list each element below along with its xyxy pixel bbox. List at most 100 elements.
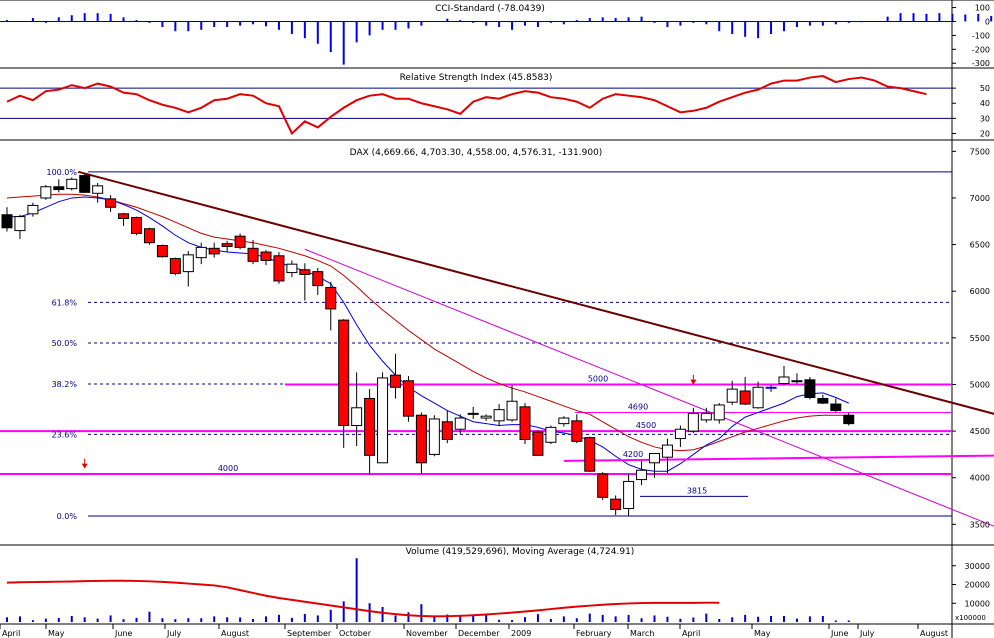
rsi-tick-label: 30 bbox=[980, 114, 990, 123]
x-axis-label: October bbox=[339, 629, 372, 638]
volume-title: Volume (419,529,696), Moving Average (4,… bbox=[406, 547, 635, 557]
x-axis-label: September bbox=[287, 629, 332, 638]
x-axis-label: February bbox=[576, 629, 612, 638]
x-axis-label: May bbox=[48, 629, 65, 638]
candle-body bbox=[415, 414, 427, 464]
volume-tick-label: 30000 bbox=[965, 562, 990, 571]
candle-body bbox=[377, 377, 389, 464]
candle-body bbox=[40, 186, 52, 199]
candle-body bbox=[27, 204, 39, 215]
cci-tick-label: 0 bbox=[985, 17, 990, 26]
trendline-level-4200 bbox=[563, 454, 994, 462]
candle-body bbox=[519, 406, 531, 440]
candle-body bbox=[843, 414, 855, 425]
fib-level-label: 38.2% bbox=[52, 380, 78, 389]
x-axis-label: April bbox=[2, 629, 20, 638]
candle-body bbox=[208, 247, 220, 255]
candle-body bbox=[14, 216, 26, 232]
candle-body bbox=[325, 286, 337, 310]
candle-body bbox=[623, 480, 635, 509]
candle-body bbox=[247, 247, 259, 262]
candle-body bbox=[441, 421, 453, 440]
price-level-label: 3815 bbox=[687, 486, 707, 495]
candle-body bbox=[1, 214, 13, 229]
fib-level-label: 50.0% bbox=[52, 339, 78, 348]
candle-body bbox=[234, 235, 246, 248]
candle-body bbox=[817, 397, 829, 404]
price-tick-label: 3500 bbox=[970, 520, 990, 529]
axis-layer: 100 0 -100 -200 -300 50 40 30 20 100.0% 61.8% 50.0%… bbox=[0, 4, 990, 638]
x-axis-label: July bbox=[166, 629, 182, 638]
candle-body bbox=[649, 452, 660, 464]
rsi-tick-label: 40 bbox=[980, 99, 990, 108]
candle-body bbox=[286, 263, 298, 274]
price-level-label: 4690 bbox=[628, 402, 648, 411]
price-tick-label: 7000 bbox=[970, 194, 990, 203]
candle-body bbox=[610, 498, 622, 510]
series-layer bbox=[1, 13, 994, 622]
candle-body bbox=[597, 473, 609, 498]
fib-level-label: 23.6% bbox=[52, 430, 78, 439]
candle-body bbox=[273, 255, 285, 282]
candle-body bbox=[79, 175, 91, 193]
x-axis-label: 2009 bbox=[511, 629, 531, 638]
cci-tick-label: -100 bbox=[972, 31, 990, 40]
price-level-label: 5000 bbox=[588, 374, 608, 383]
candle-body bbox=[143, 228, 155, 244]
candle-body bbox=[571, 420, 583, 442]
price-level-label: 4200 bbox=[623, 450, 643, 459]
candle-body bbox=[351, 407, 363, 426]
x-axis-label: August bbox=[221, 629, 249, 638]
x-axis-label: August bbox=[920, 629, 948, 638]
trendline-downtrend-main bbox=[77, 170, 994, 415]
trendline-downtrend-magenta bbox=[304, 248, 994, 527]
x-axis-label: March bbox=[630, 629, 654, 638]
down-arrow-marker bbox=[690, 379, 697, 385]
price-tick-label: 4000 bbox=[970, 474, 990, 483]
rsi-tick-label: 20 bbox=[980, 129, 990, 138]
candle-body bbox=[713, 404, 725, 421]
down-arrow-marker bbox=[81, 463, 88, 469]
candle-body bbox=[467, 412, 479, 415]
candle-body bbox=[92, 185, 104, 194]
price-tick-label: 5000 bbox=[970, 380, 990, 389]
candle-body bbox=[53, 186, 65, 191]
cci-tick-label: -300 bbox=[972, 59, 990, 68]
price-tick-label: 5500 bbox=[970, 334, 990, 343]
price-tick-label: 4500 bbox=[970, 427, 990, 436]
price-level-label: 4000 bbox=[218, 464, 238, 473]
x-axis-label: December bbox=[458, 629, 500, 638]
candle-body bbox=[260, 251, 272, 261]
candle-body bbox=[804, 379, 816, 399]
candle-body bbox=[493, 409, 505, 422]
candle-body bbox=[739, 390, 751, 405]
rsi-tick-label: 50 bbox=[980, 84, 990, 93]
x-axis-label: April bbox=[682, 629, 700, 638]
candle-body bbox=[118, 213, 130, 219]
candle-body bbox=[364, 397, 376, 456]
candle-body bbox=[454, 417, 466, 430]
price-tick-label: 7500 bbox=[970, 147, 990, 156]
candle-body bbox=[558, 417, 570, 425]
candle-body bbox=[428, 418, 440, 455]
candle-body bbox=[584, 437, 596, 472]
volume-tick-label: 10000 bbox=[965, 599, 990, 608]
candle-body bbox=[791, 380, 803, 383]
x-axis-label: July bbox=[859, 629, 875, 638]
volume-moving-average bbox=[6, 579, 720, 618]
candle-body bbox=[726, 388, 738, 403]
candle-body bbox=[156, 245, 168, 258]
cci-title: CCI-Standard (-78.0439) bbox=[435, 4, 545, 14]
candle-body bbox=[299, 269, 311, 275]
rsi-title: Relative Strength Index (45.8583) bbox=[400, 73, 553, 83]
candle-body bbox=[338, 319, 350, 426]
cci-tick-label: -200 bbox=[972, 45, 990, 54]
candle-body bbox=[752, 386, 764, 409]
candle-body bbox=[532, 431, 544, 456]
price-level-label: 4500 bbox=[636, 421, 656, 430]
candle-body bbox=[169, 258, 181, 274]
candle-body bbox=[700, 412, 712, 421]
price-tick-label: 6000 bbox=[970, 287, 990, 296]
price-tick-label: 6500 bbox=[970, 241, 990, 250]
